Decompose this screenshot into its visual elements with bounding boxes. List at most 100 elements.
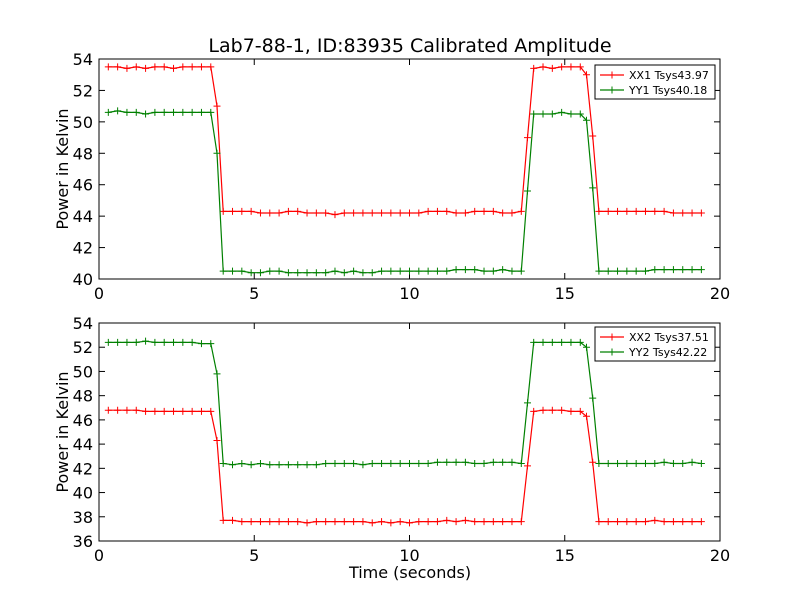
data-point-marker (582, 412, 590, 420)
data-point-marker (132, 338, 140, 346)
data-point-marker (151, 407, 159, 415)
data-point-marker (443, 458, 451, 466)
data-point-marker (530, 407, 538, 415)
data-point-marker (623, 207, 631, 215)
data-point-marker (623, 267, 631, 275)
data-point-marker (142, 337, 150, 345)
data-point-marker (294, 518, 302, 526)
data-point-marker (256, 518, 264, 526)
data-point-marker (340, 518, 348, 526)
data-point-marker (433, 267, 441, 275)
data-point-marker (461, 458, 469, 466)
data-point-marker (350, 459, 358, 467)
data-point-marker (104, 338, 112, 346)
data-point-marker (275, 209, 283, 217)
data-point-marker (632, 207, 640, 215)
data-point-marker (266, 267, 274, 275)
data-point-marker (480, 207, 488, 215)
data-point-marker (669, 459, 677, 467)
legend-marker (608, 86, 616, 94)
data-point-marker (350, 267, 358, 275)
data-point-marker (359, 461, 367, 469)
data-point-marker (452, 266, 460, 274)
data-point-marker (275, 267, 283, 275)
y-tick-label: 36 (73, 532, 93, 551)
data-point-marker (548, 110, 556, 118)
data-point-marker (641, 518, 649, 526)
data-point-marker (406, 267, 413, 275)
data-point-marker (424, 459, 432, 467)
data-point-marker (114, 107, 122, 115)
data-point-marker (530, 338, 538, 346)
data-point-marker (294, 461, 302, 469)
data-point-marker (331, 518, 339, 526)
data-point-marker (669, 266, 677, 274)
data-point-marker (461, 209, 469, 217)
data-point-marker (669, 518, 677, 526)
data-point-marker (452, 458, 460, 466)
data-point-marker (160, 338, 168, 346)
data-point-marker (508, 209, 516, 217)
data-point-marker (312, 209, 320, 217)
data-point-marker (582, 71, 590, 79)
data-point-marker (508, 518, 516, 526)
data-point-marker (229, 207, 237, 215)
data-point-marker (632, 518, 640, 526)
data-point-marker (539, 63, 547, 71)
data-point-marker (368, 209, 376, 217)
y-tick-label: 44 (73, 207, 93, 226)
data-point-marker (415, 518, 423, 526)
data-point-marker (213, 149, 221, 157)
x-tick-label: 0 (94, 284, 104, 303)
data-point-marker (471, 207, 479, 215)
data-point-marker (114, 63, 122, 71)
data-point-marker (539, 406, 547, 414)
data-point-marker (589, 184, 597, 192)
data-point-marker (368, 269, 376, 277)
subplot-bottom: 0 5 10 15 20 36 38 40 42 44 46 48 50 52 54 Power in Kel… (53, 314, 730, 565)
legend-entry: YY1 Tsys40.18 (628, 84, 707, 97)
y-tick-label: 38 (73, 508, 93, 527)
data-point-marker (151, 338, 159, 346)
data-point-marker (359, 269, 367, 277)
data-point-marker (660, 518, 668, 526)
legend-entry: YY2 Tsys42.22 (628, 346, 707, 359)
data-point-marker (284, 461, 292, 469)
data-point-marker (452, 518, 460, 526)
data-point-marker (604, 267, 612, 275)
data-point-marker (396, 459, 404, 467)
data-point-marker (415, 209, 423, 217)
data-point-marker (396, 518, 404, 526)
data-point-marker (589, 458, 597, 466)
data-point-marker (207, 63, 215, 71)
legend-marker (608, 333, 616, 341)
data-point-marker (132, 406, 140, 414)
data-point-marker (219, 267, 227, 275)
data-point-marker (188, 63, 196, 71)
data-point-marker (322, 269, 330, 277)
x-tick-label: 5 (249, 284, 259, 303)
data-point-marker (567, 407, 575, 415)
data-point-marker (123, 64, 131, 72)
data-point-marker (142, 64, 150, 72)
data-point-marker (499, 209, 507, 217)
y-tick-label: 52 (73, 81, 93, 100)
data-point-marker (160, 108, 168, 116)
data-point-marker (123, 108, 131, 116)
data-point-marker (517, 207, 525, 215)
data-point-marker (523, 399, 531, 407)
data-point-marker (303, 461, 311, 469)
data-point-marker (247, 461, 255, 469)
data-point-marker (523, 462, 531, 470)
data-point-marker (433, 518, 441, 526)
data-point-marker (284, 269, 292, 277)
data-point-marker (229, 461, 237, 469)
data-point-marker (170, 338, 178, 346)
data-point-marker (188, 338, 196, 346)
data-point-marker (632, 267, 640, 275)
data-point-marker (539, 338, 547, 346)
data-point-marker (697, 209, 705, 217)
data-point-marker (660, 458, 668, 466)
data-point-marker (188, 407, 196, 415)
data-point-marker (517, 267, 525, 275)
